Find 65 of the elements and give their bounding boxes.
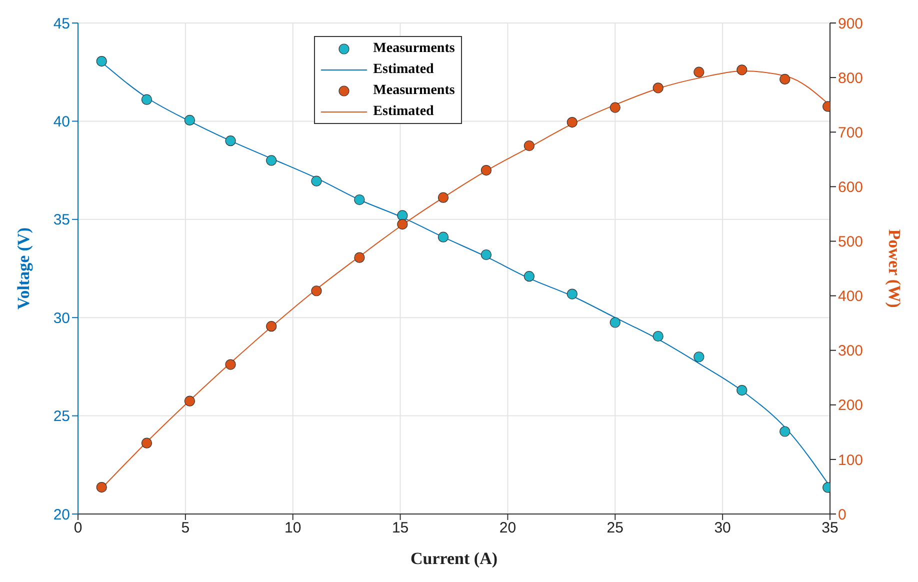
point: [266, 321, 277, 332]
point: [736, 384, 748, 396]
y-tick-label: 30: [53, 310, 70, 327]
y-tick-label: 40: [53, 114, 70, 131]
y-axis-title: Voltage (V): [14, 228, 34, 310]
point: [524, 140, 534, 152]
y2-tick-label: 400: [838, 288, 864, 306]
point: [438, 192, 449, 203]
point: [652, 82, 664, 94]
y2-axis-title: Power (W): [884, 229, 904, 308]
y-tick-label: 20: [53, 506, 70, 524]
y-tick-label: 25: [53, 408, 70, 426]
y2-tick-label: 100: [838, 452, 864, 469]
point: [610, 102, 620, 113]
point: [311, 286, 322, 296]
point: [266, 155, 277, 166]
point: [736, 64, 748, 76]
point: [225, 136, 236, 146]
y2-tick-label: 200: [838, 397, 864, 414]
point: [694, 66, 704, 78]
legend-label: Measurments: [373, 82, 455, 98]
point: [141, 438, 152, 448]
point: [610, 317, 620, 328]
point: [96, 482, 107, 493]
point: [311, 176, 322, 186]
x-tick-label: 10: [284, 520, 302, 537]
point: [184, 114, 196, 126]
y2-tick-label: 900: [838, 15, 864, 32]
x-tick-label: 0: [74, 520, 82, 537]
legend-label: Estimated: [373, 104, 434, 120]
point: [694, 352, 704, 362]
y-tick-label: 35: [53, 212, 70, 229]
x-tick-label: 25: [606, 520, 624, 537]
x-tick-label: 5: [181, 520, 190, 537]
point: [397, 219, 408, 230]
y2-tick-label: 0: [838, 506, 846, 524]
point: [480, 165, 492, 176]
point: [480, 249, 492, 260]
y2-tick-label: 300: [838, 342, 864, 360]
point: [524, 271, 534, 282]
point: [780, 74, 790, 84]
y2-tick-label: 500: [838, 234, 864, 251]
y-tick-label: 45: [53, 15, 70, 32]
point: [225, 359, 236, 370]
point: [354, 194, 365, 206]
x-axis-title: Current (A): [410, 549, 498, 568]
x-tick-label: 20: [499, 520, 516, 537]
point: [566, 116, 578, 128]
x-tick-label: 30: [714, 520, 731, 537]
point: [438, 232, 449, 242]
point: [652, 330, 664, 342]
point: [397, 210, 408, 221]
point: [566, 288, 578, 300]
point: [141, 94, 152, 105]
x-tick-label: 35: [822, 520, 838, 537]
point: [184, 396, 196, 406]
point: [780, 426, 790, 437]
legend-label: Measurments: [373, 40, 455, 56]
point: [96, 56, 107, 67]
y2-tick-label: 600: [838, 178, 864, 196]
x-tick-label: 15: [392, 520, 409, 537]
y2-tick-label: 700: [838, 124, 864, 142]
y2-tick-label: 800: [838, 70, 864, 87]
legend-label: Estimated: [373, 62, 434, 78]
point: [354, 252, 365, 263]
